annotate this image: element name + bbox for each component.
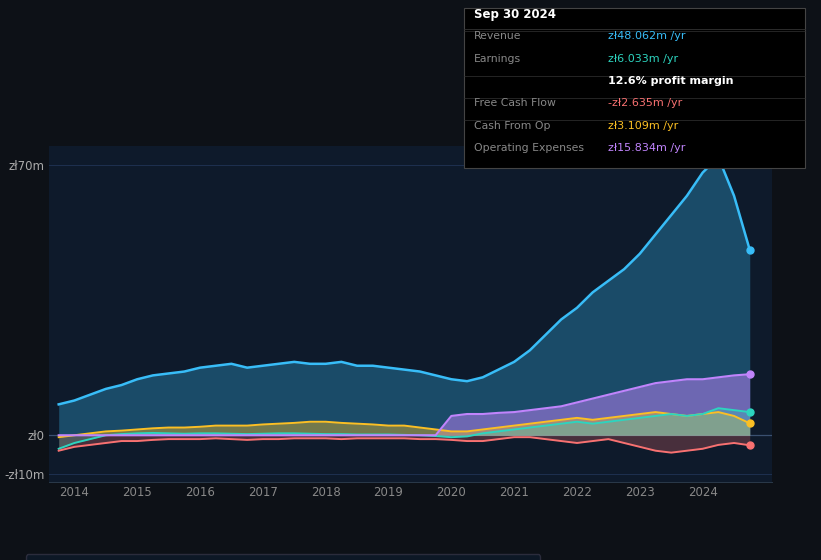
Text: Sep 30 2024: Sep 30 2024 [474, 8, 556, 21]
Text: Free Cash Flow: Free Cash Flow [474, 99, 556, 109]
Text: Revenue: Revenue [474, 31, 521, 41]
Text: Earnings: Earnings [474, 54, 521, 64]
Text: Operating Expenses: Operating Expenses [474, 143, 584, 153]
Text: Cash From Op: Cash From Op [474, 121, 550, 131]
Text: zł15.834m /yr: zł15.834m /yr [608, 143, 685, 153]
Text: zł48.062m /yr: zł48.062m /yr [608, 31, 685, 41]
Text: zł3.109m /yr: zł3.109m /yr [608, 121, 678, 131]
Text: 12.6% profit margin: 12.6% profit margin [608, 76, 733, 86]
Text: zł6.033m /yr: zł6.033m /yr [608, 54, 677, 64]
Legend: Revenue, Earnings, Free Cash Flow, Cash From Op, Operating Expenses: Revenue, Earnings, Free Cash Flow, Cash … [26, 554, 540, 560]
Text: -zł2.635m /yr: -zł2.635m /yr [608, 99, 681, 109]
